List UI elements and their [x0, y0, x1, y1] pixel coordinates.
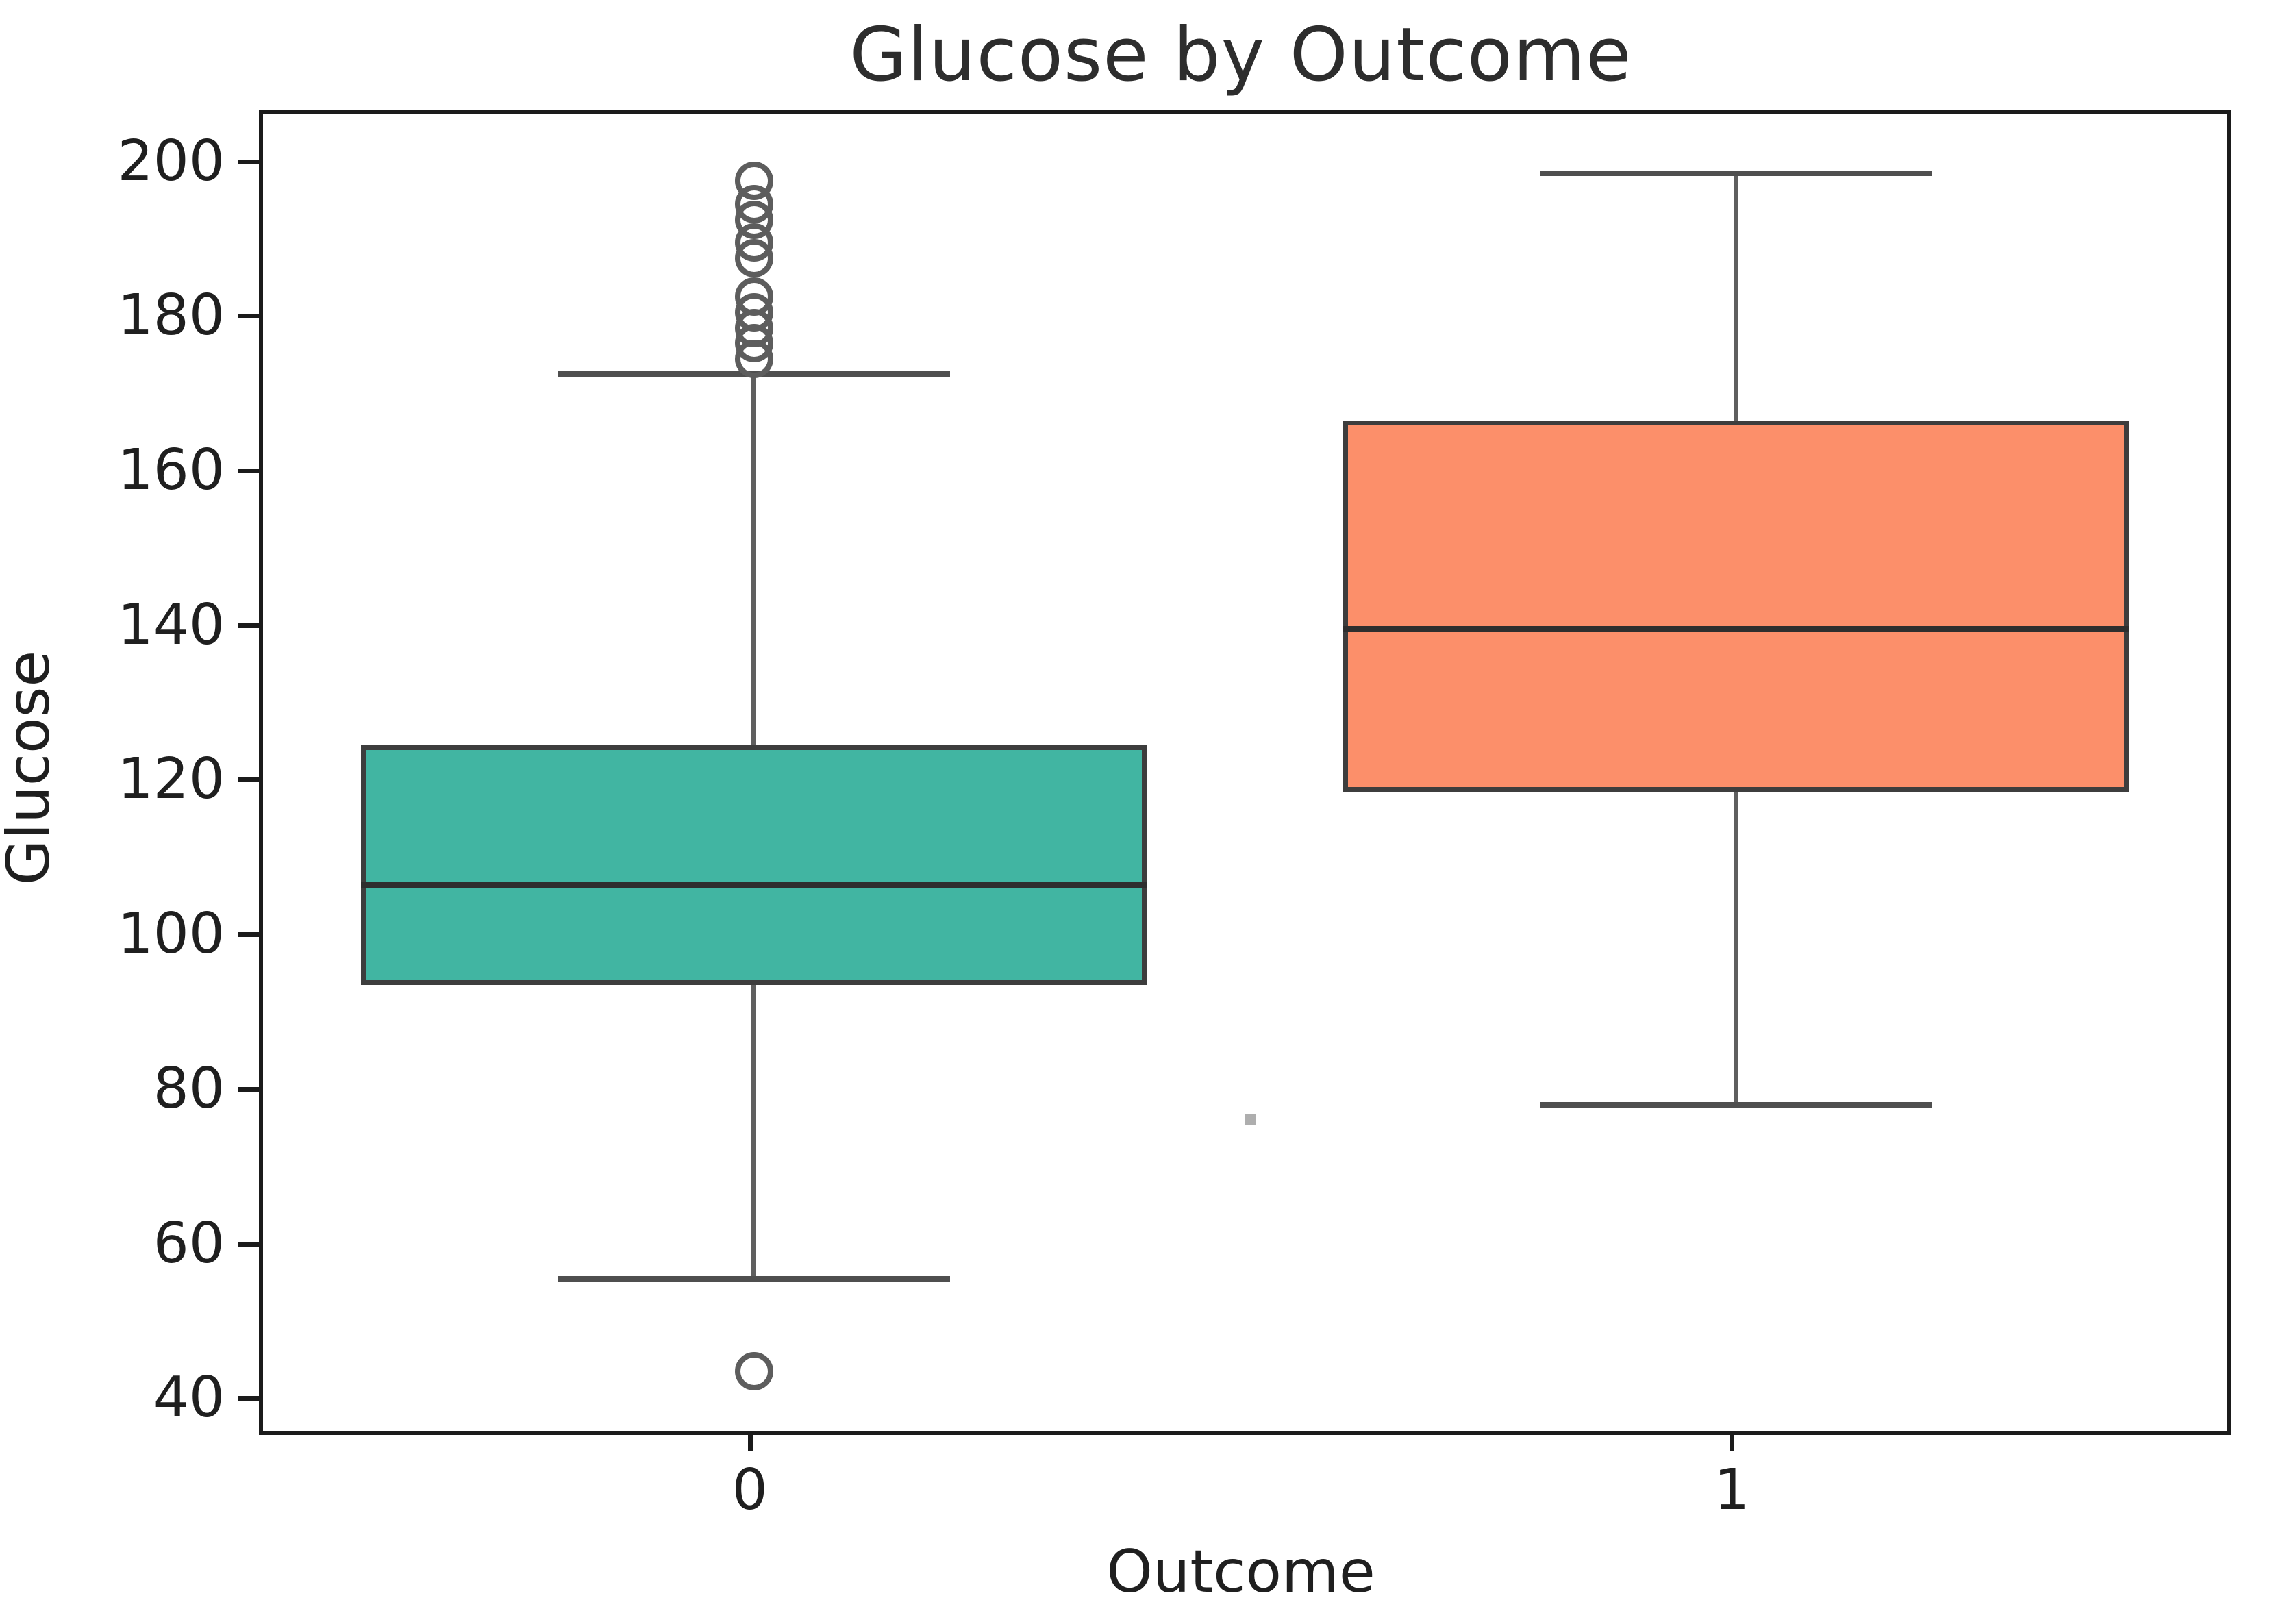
whisker-cap-low — [558, 1275, 951, 1282]
y-tick-label: 160 — [117, 438, 225, 503]
y-tick-label: 40 — [153, 1365, 225, 1431]
whisker-cap-high — [1539, 170, 1932, 176]
x-axis-label: Outcome — [1106, 1538, 1375, 1606]
median-line — [1343, 626, 2129, 633]
lower-whisker-line — [751, 984, 757, 1279]
outlier-point — [734, 1352, 773, 1391]
plot-area — [259, 110, 2231, 1435]
y-tick-mark — [238, 1396, 259, 1401]
y-tick-label: 180 — [117, 283, 225, 349]
median-line — [361, 881, 1147, 888]
y-tick-label: 200 — [117, 128, 225, 194]
y-tick-mark — [238, 932, 259, 938]
y-tick-label: 80 — [153, 1055, 225, 1121]
outlier-point — [734, 277, 773, 316]
y-tick-mark — [238, 1241, 259, 1247]
y-tick-mark — [238, 469, 259, 474]
x-tick-mark — [747, 1431, 753, 1451]
lower-whisker-line — [1733, 791, 1738, 1105]
y-tick-mark — [238, 1086, 259, 1092]
outlier-point — [734, 162, 773, 201]
x-tick-label: 0 — [732, 1458, 768, 1523]
y-tick-label: 140 — [117, 592, 225, 658]
box-outcome-0 — [361, 745, 1147, 985]
whisker-cap-low — [1539, 1101, 1932, 1108]
upper-whisker-line — [1733, 173, 1738, 421]
chart-title: Glucose by Outcome — [849, 12, 1632, 98]
y-tick-mark — [238, 777, 259, 783]
y-tick-label: 100 — [117, 901, 225, 967]
stray-mark — [1245, 1114, 1256, 1125]
y-tick-label: 60 — [153, 1210, 225, 1276]
x-tick-mark — [1730, 1431, 1735, 1451]
y-tick-mark — [238, 159, 259, 164]
y-tick-label: 120 — [117, 747, 225, 812]
x-tick-label: 1 — [1714, 1458, 1750, 1523]
upper-whisker-line — [751, 374, 757, 745]
y-tick-mark — [238, 623, 259, 628]
box-outcome-1 — [1343, 421, 2129, 792]
y-tick-mark — [238, 314, 259, 319]
